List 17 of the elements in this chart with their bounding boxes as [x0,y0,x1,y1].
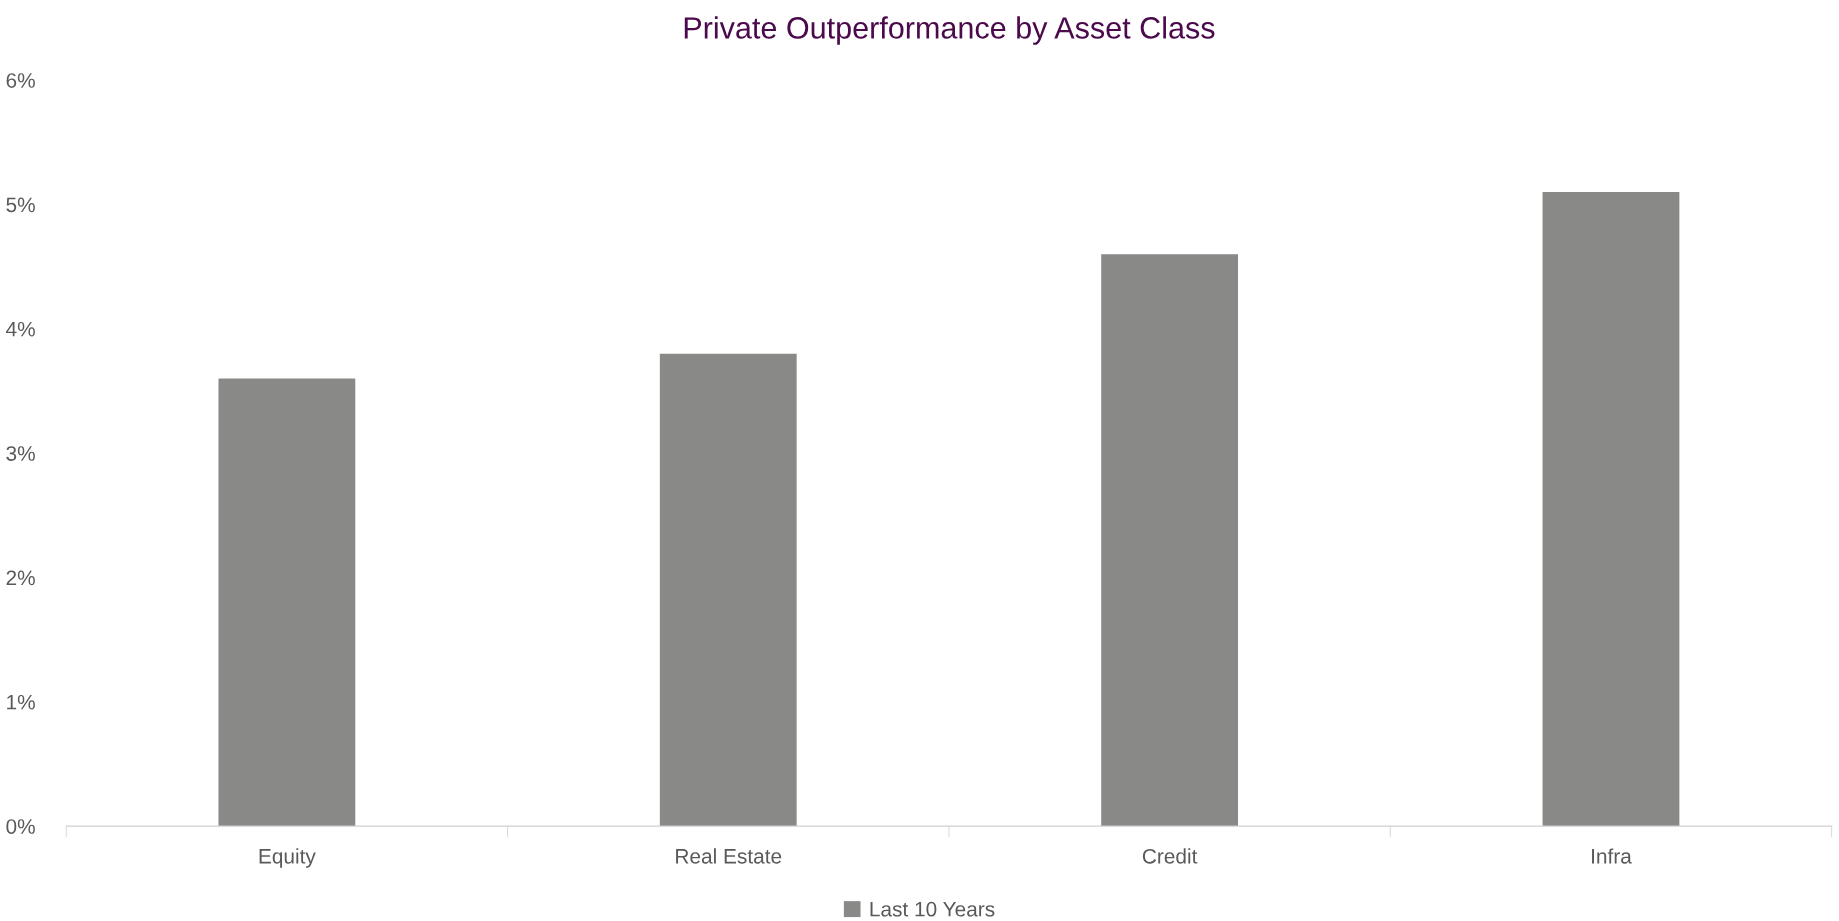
y-tick-label: 3% [6,446,35,461]
y-tick-label: 0% [6,819,35,834]
x-tick-label: Credit [1142,848,1198,864]
x-tick-label: Infra [1592,848,1632,864]
y-tick-label: 6% [6,73,35,88]
chart-title: Private Outperformance by Asset Class [684,16,1215,45]
y-tick-label: 4% [6,321,35,337]
bar [659,353,797,827]
bar [1101,254,1239,827]
legend-label: Last 10 Years [870,901,995,917]
y-tick-label: 2% [6,570,35,586]
x-tick-label: Equity [259,848,316,868]
y-tick-label: 5% [6,197,35,213]
bar [1542,192,1680,827]
y-tick-label: 1% [7,694,35,710]
bar [218,378,356,827]
x-tick-label: Real Estate [676,848,782,864]
